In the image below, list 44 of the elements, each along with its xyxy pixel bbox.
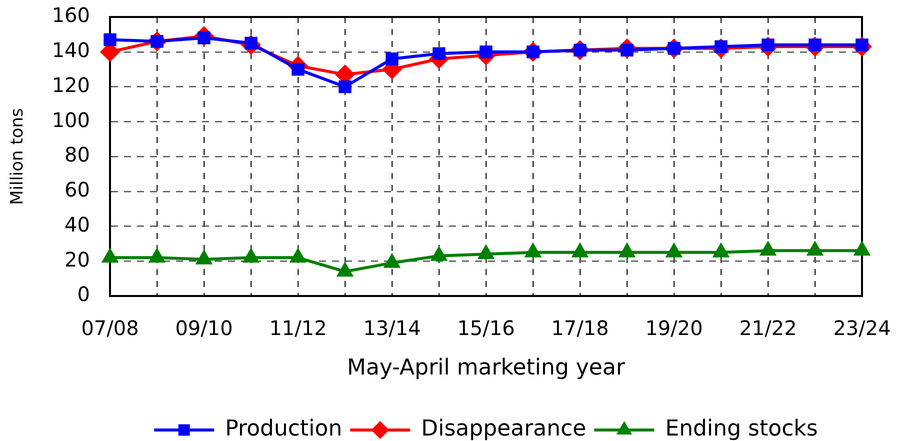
point [386, 52, 398, 66]
legend-label: Production [225, 416, 342, 441]
y-tick-label: 140 [52, 38, 90, 62]
y-axis-title: Million tons [8, 108, 28, 205]
y-tick-label: 40 [64, 212, 90, 236]
legend-label: Disappearance [421, 416, 586, 441]
point [430, 246, 448, 261]
x-tick-label: 09/10 [175, 316, 233, 340]
x-tick-label: 11/12 [269, 316, 327, 340]
point [242, 248, 260, 263]
point [665, 242, 683, 258]
point [148, 248, 166, 263]
point [104, 33, 116, 46]
point [759, 240, 777, 256]
x-tick-label: 19/20 [645, 316, 703, 340]
point [712, 242, 730, 258]
x-tick-label: 15/16 [457, 316, 515, 340]
point [477, 244, 495, 260]
y-tick-label: 160 [52, 3, 90, 28]
point [806, 240, 824, 256]
point [289, 248, 307, 263]
y-tick-label: 80 [64, 142, 90, 167]
y-tick-label: 120 [52, 72, 90, 97]
point [524, 242, 542, 258]
y-tick-label: 20 [64, 247, 90, 272]
point [853, 240, 871, 256]
x-tick-label: 17/18 [551, 316, 609, 340]
point [101, 248, 119, 263]
x-tick-label: 07/08 [81, 316, 139, 340]
x-tick-label: 13/14 [363, 316, 421, 340]
point [618, 242, 636, 258]
point [383, 252, 401, 268]
x-axis-title: May-April marketing year [347, 356, 626, 381]
y-tick-label: 60 [64, 178, 90, 202]
point [336, 262, 354, 277]
x-tick-label: 23/24 [833, 316, 891, 340]
point [571, 242, 589, 258]
legend-label: Ending stocks [665, 416, 818, 441]
point [432, 47, 446, 60]
y-tick-label: 100 [52, 108, 90, 132]
point [338, 80, 352, 94]
y-tick-label: 0 [77, 282, 90, 306]
point [195, 249, 213, 264]
x-tick-label: 21/22 [739, 316, 797, 340]
